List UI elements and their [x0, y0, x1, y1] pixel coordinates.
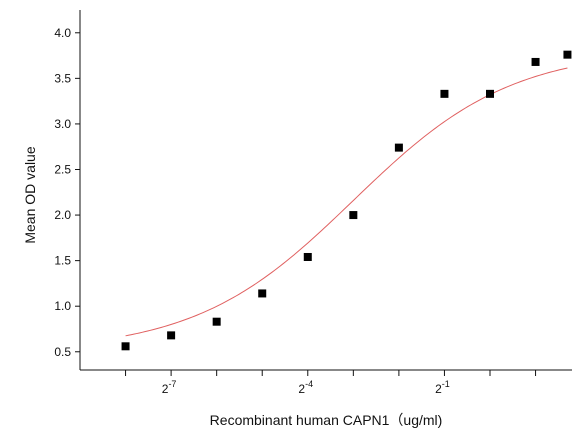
x-tick-label: 2-1 — [435, 379, 450, 396]
x-axis-label: Recombinant human CAPN1（ug/ml) — [210, 412, 443, 428]
x-tick-label: 2-4 — [298, 379, 313, 396]
data-point — [486, 89, 494, 98]
y-axis-label: Mean OD value — [22, 146, 38, 243]
plot-area — [79, 10, 572, 371]
y-ticks: 0.5 1.0 1.5 2.0 2.5 3.0 3.5 4.0 — [54, 26, 80, 359]
fit-curve — [125, 67, 568, 337]
y-tick-label: 0.5 — [54, 345, 71, 359]
y-tick-label: 3.5 — [54, 71, 71, 85]
data-point — [258, 289, 267, 298]
y-tick-label: 1.5 — [54, 254, 71, 268]
y-tick-label: 4.0 — [54, 26, 71, 40]
data-point — [394, 143, 403, 152]
data-points — [121, 50, 572, 351]
x-ticks: 2-7 2-4 2-1 — [125, 370, 537, 396]
y-tick-label: 3.0 — [54, 117, 71, 131]
data-point — [531, 57, 540, 66]
data-point — [212, 317, 221, 326]
data-point — [440, 89, 449, 98]
data-point — [303, 252, 312, 261]
x-tick-label: 2-7 — [162, 379, 177, 396]
y-tick-label: 2.0 — [54, 208, 71, 222]
y-tick-label: 2.5 — [54, 162, 71, 176]
y-tick-label: 1.0 — [54, 299, 71, 313]
data-point — [563, 50, 572, 59]
data-point — [349, 211, 358, 220]
data-point — [167, 331, 176, 340]
data-point — [121, 342, 130, 351]
